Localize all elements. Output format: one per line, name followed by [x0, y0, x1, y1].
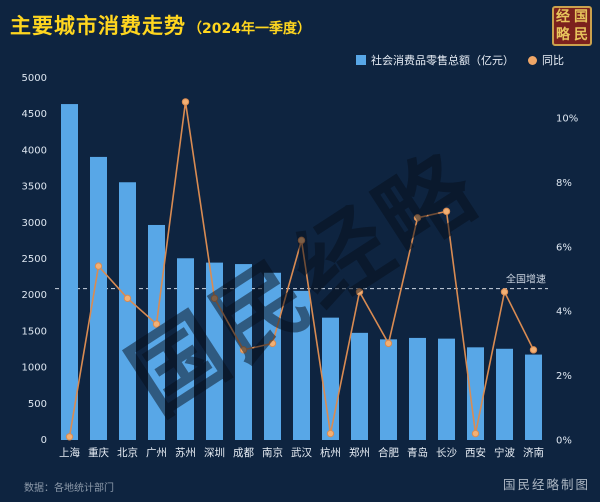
yoy-dot-深圳: [210, 294, 219, 303]
national-growth-label: 全国增速: [506, 273, 546, 286]
retail-total-bar-宁波: [496, 348, 513, 440]
yoy-dot-青岛: [413, 214, 422, 222]
legend-item-retail-total: 社会消费品零售总额（亿元）: [356, 52, 514, 68]
left-axis-tick-label: 5000: [22, 73, 47, 84]
yoy-dot-西安: [471, 429, 480, 438]
yoy-dot-郑州: [355, 288, 364, 296]
city-label-西安: 西安: [465, 446, 486, 459]
city-label-长沙: 长沙: [436, 447, 457, 459]
city-label-武汉: 武汉: [291, 446, 312, 459]
city-label-南京: 南京: [262, 446, 283, 459]
city-label-杭州: 杭州: [320, 446, 341, 459]
retail-total-bar-苏州: [177, 258, 194, 440]
legend-label-retail-total: 社会消费品零售总额（亿元）: [371, 54, 514, 67]
left-axis-tick-label: 1500: [22, 326, 47, 337]
seal-char: 经: [556, 9, 570, 25]
city-label-广州: 广州: [146, 447, 167, 459]
left-axis-tick-label: 2000: [22, 290, 47, 301]
retail-total-bar-济南: [525, 354, 542, 440]
chart-legend: 社会消费品零售总额（亿元） 同比: [356, 52, 564, 68]
bar-series-swatch-icon: [356, 55, 366, 65]
data-source-note: 数据：各地统计部门: [24, 483, 114, 494]
retail-total-bar-上海: [61, 104, 78, 440]
line-series-swatch-icon: [528, 55, 537, 65]
right-axis-tick-label: 6%: [556, 242, 572, 253]
city-label-济南: 济南: [523, 446, 544, 459]
right-axis-tick-label: 10%: [556, 114, 578, 125]
city-label-宁波: 宁波: [494, 446, 515, 459]
left-axis-tick-label: 0: [41, 435, 47, 446]
title-subtitle: （2024年一季度）: [188, 21, 311, 37]
retail-total-bar-合肥: [380, 339, 397, 440]
left-axis-tick-label: 3500: [22, 182, 47, 193]
yoy-dot-成都: [239, 346, 248, 354]
seal-char: 民: [574, 27, 588, 43]
retail-total-bar-北京: [119, 182, 136, 441]
retail-total-bar-南京: [264, 272, 281, 440]
left-axis-tick-label: 4000: [22, 145, 47, 156]
yoy-dot-宁波: [500, 288, 509, 296]
right-axis-tick-label: 2%: [556, 371, 572, 382]
city-label-上海: 上海: [59, 446, 80, 459]
title-main: 主要城市消费走势: [10, 14, 186, 38]
left-axis-tick-label: 4500: [22, 109, 47, 120]
city-label-深圳: 深圳: [204, 447, 225, 459]
left-axis-tick-label: 3000: [22, 218, 47, 229]
city-label-青岛: 青岛: [407, 446, 428, 459]
left-axis-tick-label: 2500: [22, 254, 47, 265]
city-label-北京: 北京: [117, 446, 138, 459]
yoy-dot-合肥: [384, 339, 393, 348]
yoy-dot-南京: [268, 339, 277, 348]
yoy-dot-苏州: [181, 98, 190, 106]
right-axis-tick-label: 4%: [556, 307, 572, 318]
chart-credit: 国民经略制图: [502, 477, 590, 492]
yoy-dot-上海: [65, 433, 74, 441]
retail-total-bar-郑州: [351, 332, 368, 440]
yoy-dot-武汉: [297, 236, 306, 245]
left-axis-tick-label: 1000: [22, 363, 47, 374]
retail-total-bar-杭州: [322, 317, 339, 440]
right-axis-tick-label: 0%: [556, 436, 572, 447]
city-label-苏州: 苏州: [175, 446, 196, 459]
city-label-成都: 成都: [233, 447, 254, 459]
consumption-combo-chart: 0 500 1000 1500 2000 2500 3000 3500 4000 4500 5000…: [22, 73, 579, 459]
city-label-合肥: 合肥: [378, 446, 399, 459]
retail-total-bar-西安: [467, 347, 484, 440]
retail-total-bar-广州: [148, 224, 165, 440]
brand-seal-logo: 经 国 略 民: [552, 6, 592, 46]
yoy-dot-重庆: [94, 262, 103, 270]
yoy-dot-长沙: [442, 207, 451, 216]
retail-total-bar-重庆: [90, 156, 107, 440]
seal-char: 略: [556, 27, 570, 43]
yoy-dot-北京: [123, 294, 132, 303]
legend-label-yoy: 同比: [542, 54, 564, 67]
retail-total-bar-青岛: [409, 337, 426, 440]
seal-char: 国: [574, 9, 588, 25]
city-label-郑州: 郑州: [349, 446, 370, 459]
page-title: 主要城市消费走势 （2024年一季度）: [10, 10, 311, 40]
retail-total-bar-武汉: [293, 290, 310, 440]
city-label-重庆: 重庆: [88, 446, 109, 459]
yoy-dot-济南: [529, 346, 538, 354]
retail-total-bar-长沙: [438, 338, 455, 440]
legend-item-yoy: 同比: [528, 52, 564, 68]
yoy-dot-广州: [152, 320, 161, 328]
yoy-dot-杭州: [326, 429, 335, 438]
right-axis-tick-label: 8%: [556, 178, 572, 189]
left-axis-tick-label: 500: [28, 399, 47, 410]
retail-total-bar-深圳: [206, 262, 223, 440]
